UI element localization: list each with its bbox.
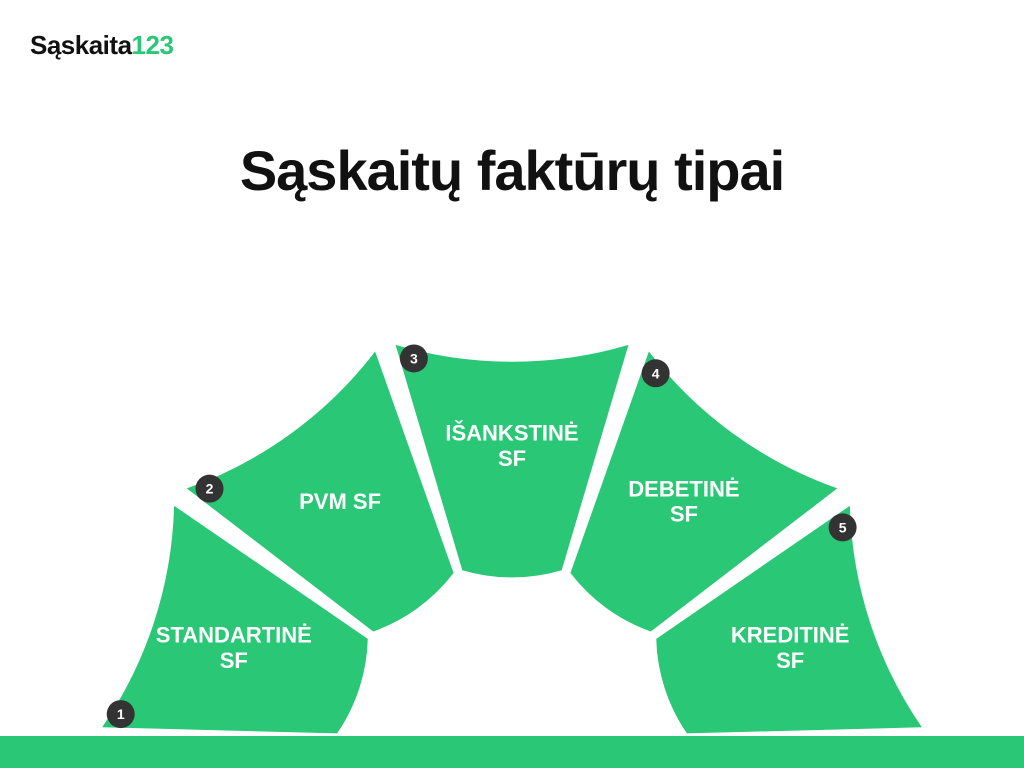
segment-badge-number-5: 5 xyxy=(839,519,847,535)
segment-badge-number-3: 3 xyxy=(410,350,418,366)
semi-donut-chart: STANDARTINĖSFPVM SFIŠANKSTINĖSFDEBETINĖS… xyxy=(0,228,1024,768)
segment-badge-number-2: 2 xyxy=(206,481,214,497)
segment-label-2: PVM SF xyxy=(299,489,381,514)
segment-badge-number-1: 1 xyxy=(117,706,125,722)
footer-bar xyxy=(0,736,1024,768)
brand-suffix: 123 xyxy=(132,30,174,60)
brand-prefix: Sąskaita xyxy=(30,30,132,60)
page-title: Sąskaitų faktūrų tipai xyxy=(0,138,1024,203)
brand-logo: Sąskaita123 xyxy=(30,30,173,61)
segment-badge-number-4: 4 xyxy=(652,365,660,381)
